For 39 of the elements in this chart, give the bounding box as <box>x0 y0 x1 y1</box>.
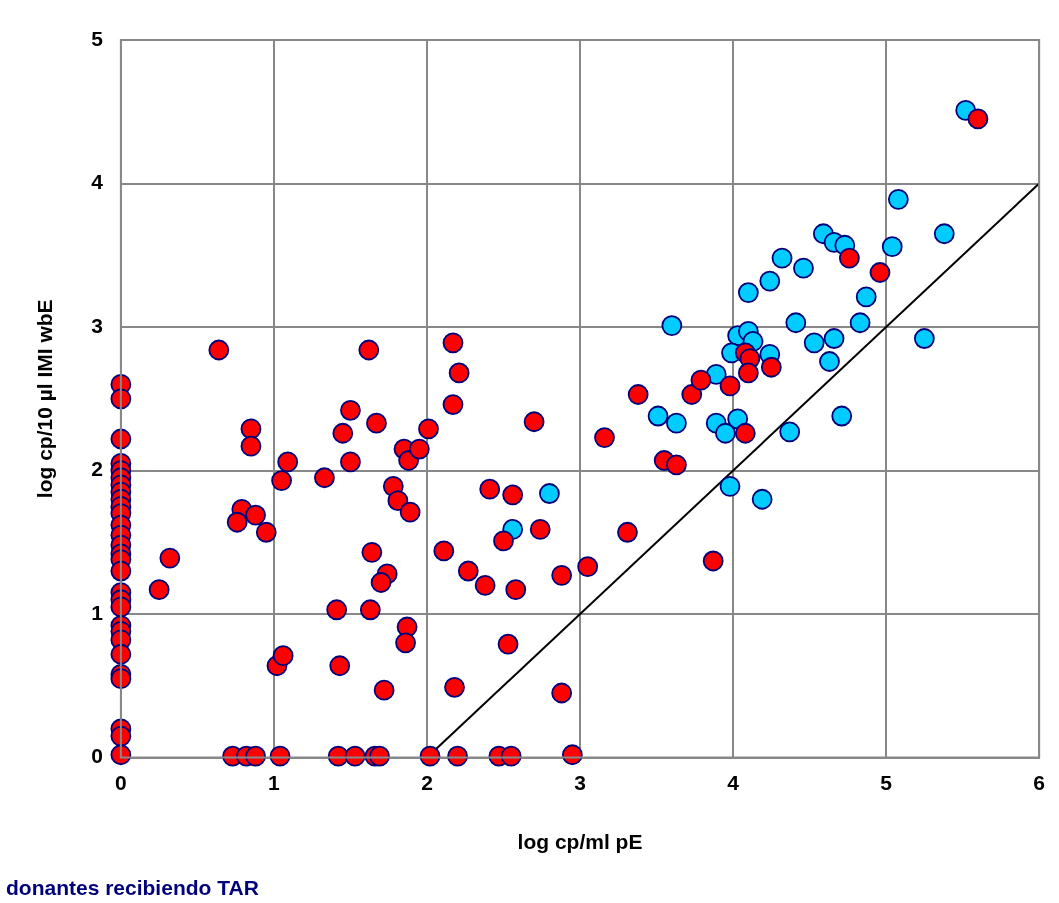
point <box>737 282 759 303</box>
point <box>887 188 909 210</box>
point <box>881 236 903 258</box>
y-tick-label: 2 <box>91 457 103 481</box>
point <box>751 488 773 510</box>
point <box>539 483 560 504</box>
text: donantes recibiendo TAR <box>6 876 259 900</box>
point <box>647 405 669 427</box>
x-axis-title: log cp/ml pE <box>517 830 643 854</box>
point <box>913 328 935 349</box>
point <box>823 328 845 349</box>
point <box>715 422 736 444</box>
point <box>831 405 853 427</box>
point <box>759 270 781 292</box>
x-tick-label: 3 <box>574 771 586 794</box>
x-tick-label: 1 <box>268 771 281 794</box>
point <box>771 247 793 269</box>
y-tick-label: 3 <box>91 313 103 337</box>
x-tick-label: 2 <box>421 771 433 794</box>
point <box>666 412 687 434</box>
point <box>779 421 801 443</box>
y-tick-label: 1 <box>91 600 104 624</box>
y-tick-label: 0 <box>91 744 103 768</box>
point <box>719 475 741 497</box>
point <box>855 286 877 308</box>
y-tick-label: 4 <box>91 170 104 194</box>
point <box>849 312 871 334</box>
point <box>819 351 840 372</box>
point <box>803 332 825 354</box>
y-tick-label: 5 <box>91 26 104 50</box>
y-axis-title: log cp/10 µl IMI wbE <box>33 299 57 499</box>
x-tick-label: 6 <box>1033 771 1045 794</box>
x-tick-label: 4 <box>727 771 740 794</box>
x-tick-label: 5 <box>880 771 893 794</box>
x-tick-label: 0 <box>115 771 127 794</box>
point <box>661 315 683 337</box>
point <box>785 312 807 334</box>
point <box>933 223 955 245</box>
point <box>793 257 814 279</box>
